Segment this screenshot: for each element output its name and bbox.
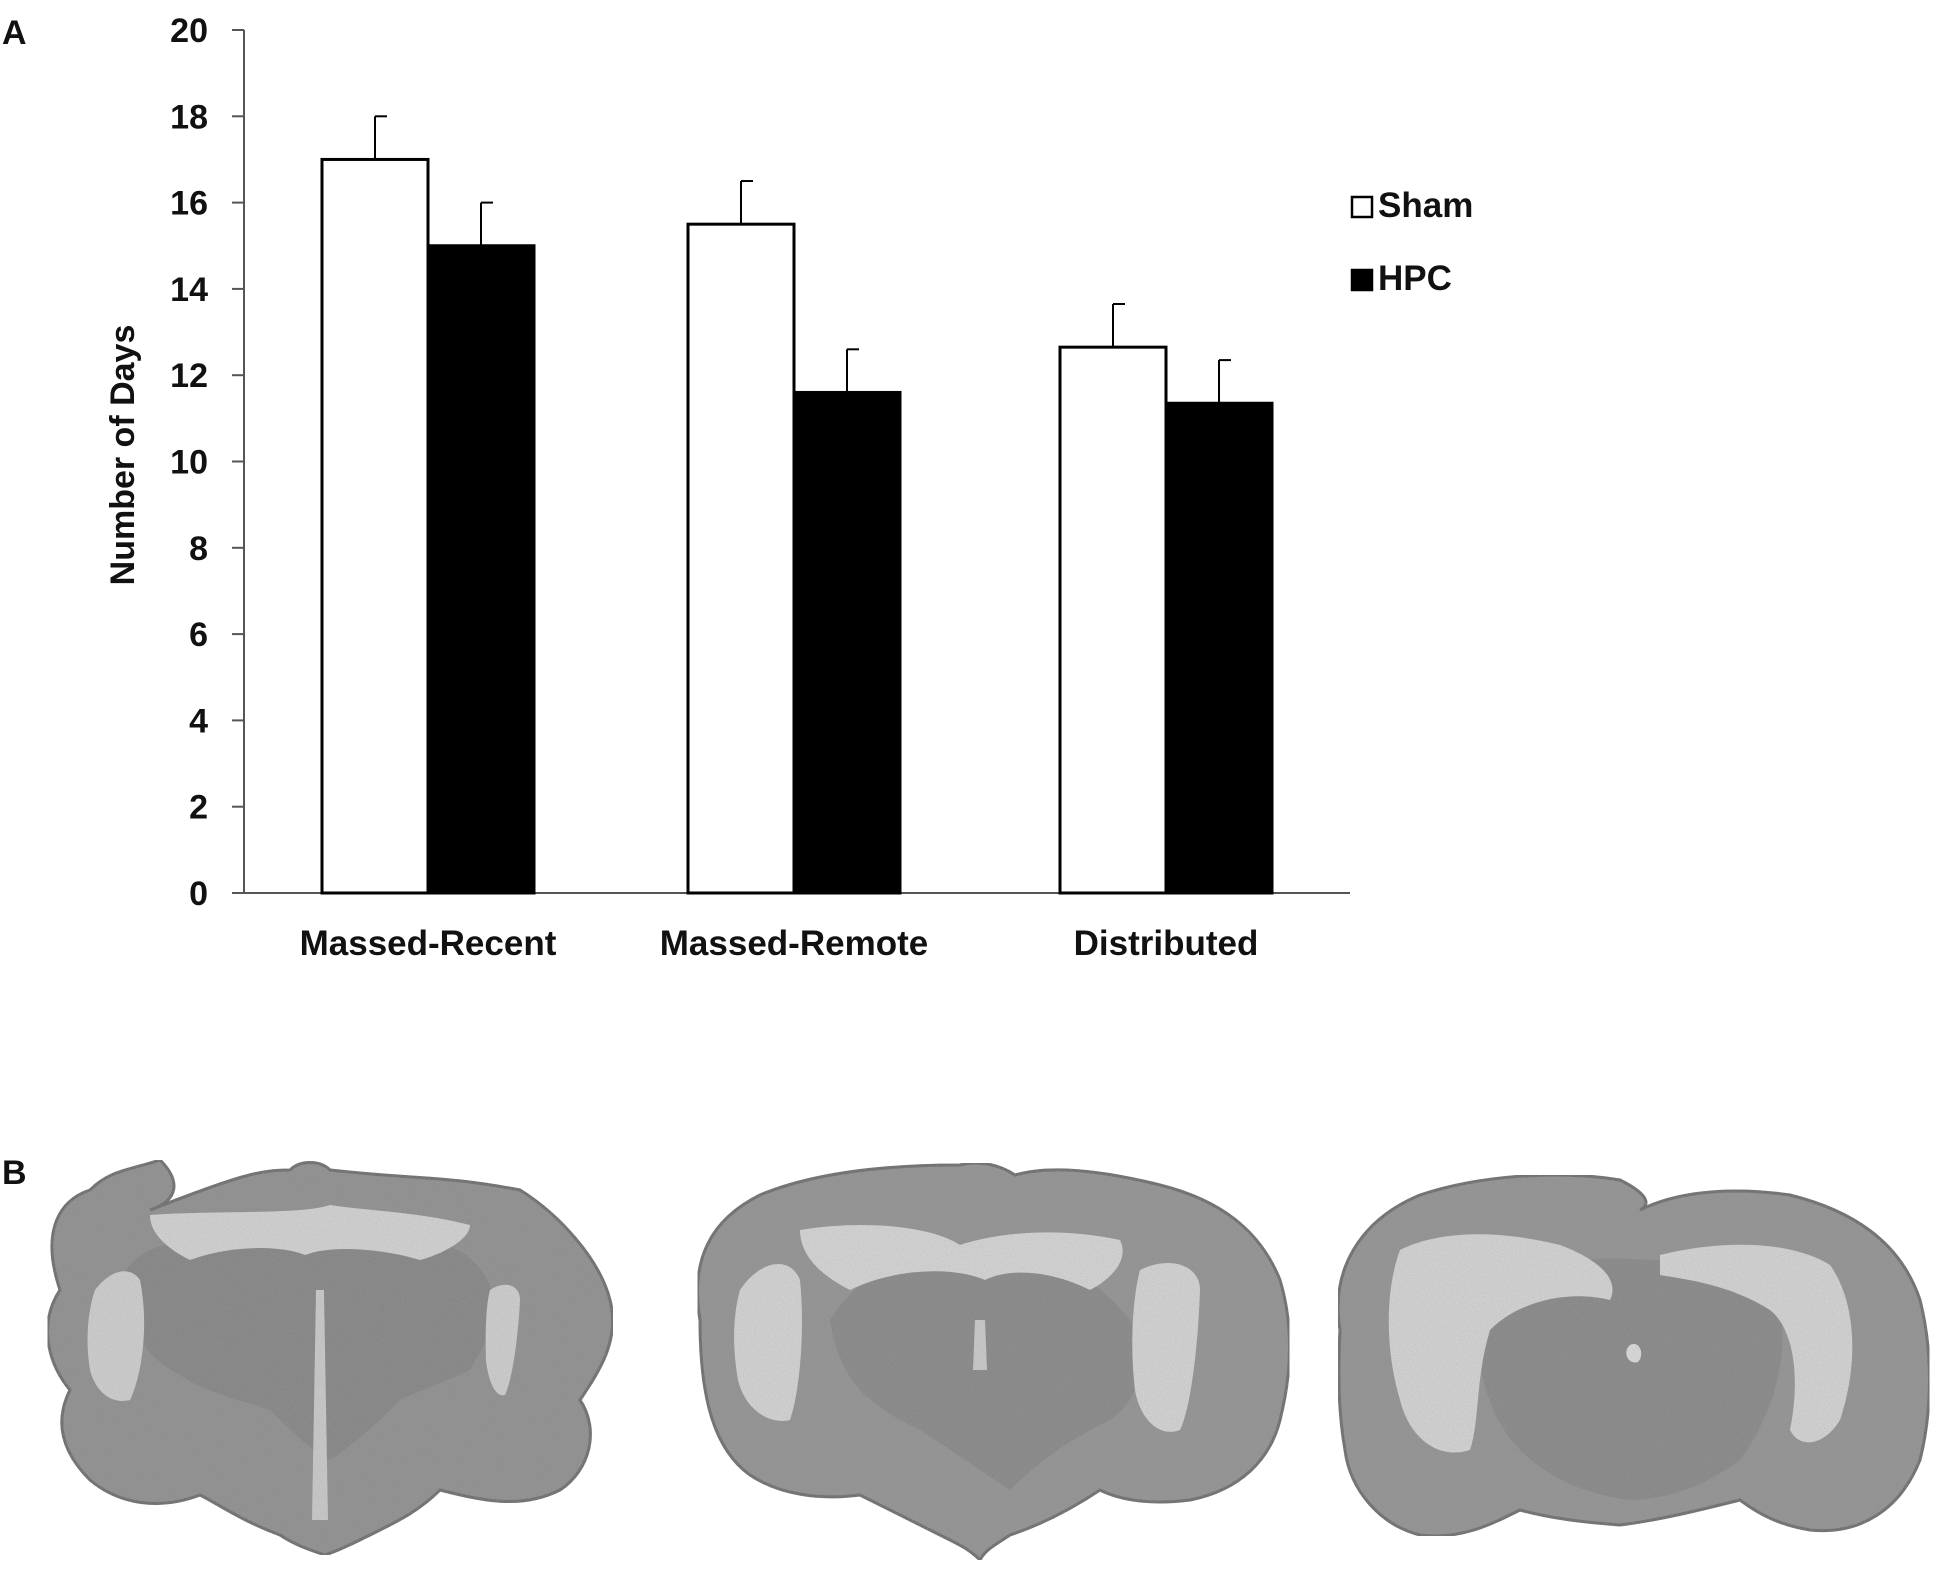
- bar-hpc-distributed: [1164, 401, 1274, 895]
- legend: Sham HPC: [1350, 186, 1473, 298]
- bars: [320, 115, 1274, 895]
- x-tick-label: Massed-Remote: [660, 924, 928, 963]
- bar-sham-massed-remote: [686, 222, 796, 895]
- legend-swatch-sham: [1350, 195, 1374, 219]
- y-tick-label: 20: [170, 12, 208, 50]
- x-tick-label: Distributed: [1074, 924, 1259, 963]
- y-ticks: 0 2 4 6 8 10 12 14 16 18 20: [170, 12, 244, 913]
- y-tick-label: 10: [170, 444, 208, 482]
- y-tick-label: 14: [170, 271, 208, 309]
- y-tick-label: 8: [189, 530, 208, 568]
- panel-b-label: B: [2, 1154, 27, 1192]
- bar-sham-distributed: [1058, 345, 1168, 895]
- panel-a-label: A: [2, 14, 27, 52]
- y-tick-label: 6: [189, 616, 208, 654]
- bar-hpc-massed-remote: [792, 390, 902, 895]
- y-tick-label: 4: [189, 702, 208, 740]
- brain-section-3: [1336, 1173, 1931, 1538]
- x-tick-labels: Massed-Recent Massed-Remote Distributed: [300, 924, 1259, 963]
- brain-sections: [46, 1158, 1931, 1563]
- y-axis-label: Number of Days: [104, 325, 142, 586]
- brain-section-1: [46, 1158, 615, 1557]
- y-tick-label: 0: [189, 875, 208, 913]
- y-tick-label: 2: [189, 789, 208, 827]
- brain-section-2: [696, 1161, 1291, 1563]
- y-tick-label: 18: [170, 98, 208, 136]
- legend-label-hpc: HPC: [1378, 259, 1452, 298]
- x-tick-label: Massed-Recent: [300, 924, 557, 963]
- y-tick-label: 12: [170, 357, 208, 395]
- y-tick-label: 16: [170, 185, 208, 223]
- bar-hpc-massed-recent: [426, 244, 536, 895]
- legend-swatch-hpc: [1350, 268, 1374, 292]
- legend-label-sham: Sham: [1378, 186, 1473, 225]
- bar-sham-massed-recent: [320, 157, 430, 895]
